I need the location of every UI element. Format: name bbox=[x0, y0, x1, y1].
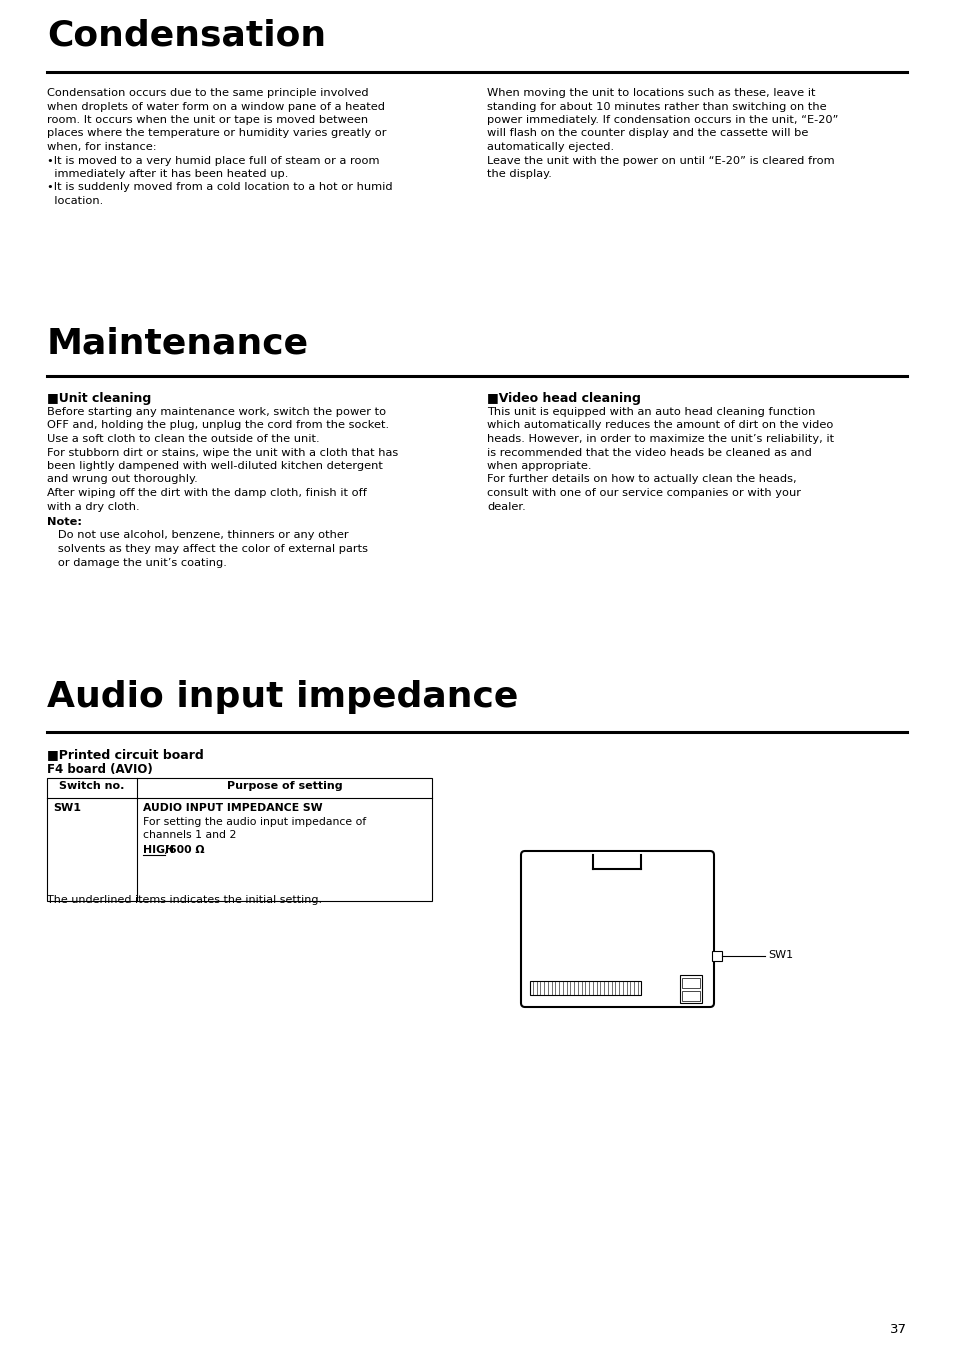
Text: channels 1 and 2: channels 1 and 2 bbox=[143, 830, 236, 840]
Text: power immediately. If condensation occurs in the unit, “E-20”: power immediately. If condensation occur… bbox=[486, 115, 838, 125]
Text: dealer.: dealer. bbox=[486, 502, 525, 511]
Text: solvents as they may affect the color of external parts: solvents as they may affect the color of… bbox=[47, 544, 368, 554]
Text: places where the temperature or humidity varies greatly or: places where the temperature or humidity… bbox=[47, 128, 386, 139]
Bar bbox=[711, 951, 721, 960]
Text: Condensation: Condensation bbox=[47, 18, 326, 53]
Text: ■Unit cleaning: ■Unit cleaning bbox=[47, 393, 152, 405]
Text: or damage the unit’s coating.: or damage the unit’s coating. bbox=[47, 557, 227, 568]
Text: 37: 37 bbox=[889, 1323, 906, 1336]
Text: with a dry cloth.: with a dry cloth. bbox=[47, 502, 139, 511]
Text: Leave the unit with the power on until “E-20” is cleared from: Leave the unit with the power on until “… bbox=[486, 155, 834, 166]
Bar bbox=[679, 975, 701, 1004]
Text: Audio input impedance: Audio input impedance bbox=[47, 680, 517, 714]
Text: immediately after it has been heated up.: immediately after it has been heated up. bbox=[47, 169, 288, 179]
Bar bbox=[530, 981, 640, 996]
Text: is recommended that the video heads be cleaned as and: is recommended that the video heads be c… bbox=[486, 448, 811, 457]
Text: /600 Ω: /600 Ω bbox=[165, 844, 204, 855]
Text: For setting the audio input impedance of: For setting the audio input impedance of bbox=[143, 817, 366, 827]
Text: ■Printed circuit board: ■Printed circuit board bbox=[47, 747, 204, 761]
Text: Switch no.: Switch no. bbox=[59, 781, 125, 791]
Text: OFF and, holding the plug, unplug the cord from the socket.: OFF and, holding the plug, unplug the co… bbox=[47, 421, 389, 430]
Text: standing for about 10 minutes rather than switching on the: standing for about 10 minutes rather tha… bbox=[486, 101, 825, 112]
Text: SW1: SW1 bbox=[53, 803, 81, 813]
Text: location.: location. bbox=[47, 196, 103, 206]
Text: The underlined items indicates the initial setting.: The underlined items indicates the initi… bbox=[47, 894, 322, 905]
Text: Use a soft cloth to clean the outside of the unit.: Use a soft cloth to clean the outside of… bbox=[47, 434, 319, 444]
Text: which automatically reduces the amount of dirt on the video: which automatically reduces the amount o… bbox=[486, 421, 833, 430]
Text: when appropriate.: when appropriate. bbox=[486, 461, 591, 471]
Bar bbox=[681, 978, 700, 987]
Text: Purpose of setting: Purpose of setting bbox=[227, 781, 342, 791]
Text: Condensation occurs due to the same principle involved: Condensation occurs due to the same prin… bbox=[47, 88, 368, 98]
Text: For stubborn dirt or stains, wipe the unit with a cloth that has: For stubborn dirt or stains, wipe the un… bbox=[47, 448, 397, 457]
Text: when, for instance:: when, for instance: bbox=[47, 142, 156, 152]
Text: Do not use alcohol, benzene, thinners or any other: Do not use alcohol, benzene, thinners or… bbox=[47, 530, 348, 541]
Text: and wrung out thoroughly.: and wrung out thoroughly. bbox=[47, 475, 197, 484]
Text: Maintenance: Maintenance bbox=[47, 326, 309, 362]
Text: been lightly dampened with well-diluted kitchen detergent: been lightly dampened with well-diluted … bbox=[47, 461, 382, 471]
Text: consult with one of our service companies or with your: consult with one of our service companie… bbox=[486, 488, 801, 498]
Text: F4 board (AVIO): F4 board (AVIO) bbox=[47, 764, 152, 776]
Text: ■Video head cleaning: ■Video head cleaning bbox=[486, 393, 640, 405]
Text: will flash on the counter display and the cassette will be: will flash on the counter display and th… bbox=[486, 128, 807, 139]
Text: When moving the unit to locations such as these, leave it: When moving the unit to locations such a… bbox=[486, 88, 815, 98]
Text: After wiping off the dirt with the damp cloth, finish it off: After wiping off the dirt with the damp … bbox=[47, 488, 367, 498]
Text: SW1: SW1 bbox=[767, 950, 792, 960]
Text: heads. However, in order to maximize the unit’s reliability, it: heads. However, in order to maximize the… bbox=[486, 434, 833, 444]
Text: room. It occurs when the unit or tape is moved between: room. It occurs when the unit or tape is… bbox=[47, 115, 368, 125]
Bar bbox=[593, 853, 640, 869]
Text: This unit is equipped with an auto head cleaning function: This unit is equipped with an auto head … bbox=[486, 407, 815, 417]
Bar bbox=[681, 992, 700, 1001]
Text: AUDIO INPUT IMPEDANCE SW: AUDIO INPUT IMPEDANCE SW bbox=[143, 803, 322, 813]
Text: Before starting any maintenance work, switch the power to: Before starting any maintenance work, sw… bbox=[47, 407, 386, 417]
Text: For further details on how to actually clean the heads,: For further details on how to actually c… bbox=[486, 475, 796, 484]
Text: •It is suddenly moved from a cold location to a hot or humid: •It is suddenly moved from a cold locati… bbox=[47, 182, 393, 193]
Text: HIGH: HIGH bbox=[143, 844, 174, 855]
FancyBboxPatch shape bbox=[520, 851, 713, 1006]
Text: the display.: the display. bbox=[486, 169, 551, 179]
Text: when droplets of water form on a window pane of a heated: when droplets of water form on a window … bbox=[47, 101, 385, 112]
Text: •It is moved to a very humid place full of steam or a room: •It is moved to a very humid place full … bbox=[47, 155, 379, 166]
Bar bbox=[47, 778, 432, 901]
Text: automatically ejected.: automatically ejected. bbox=[486, 142, 614, 152]
Text: Note:: Note: bbox=[47, 517, 82, 527]
